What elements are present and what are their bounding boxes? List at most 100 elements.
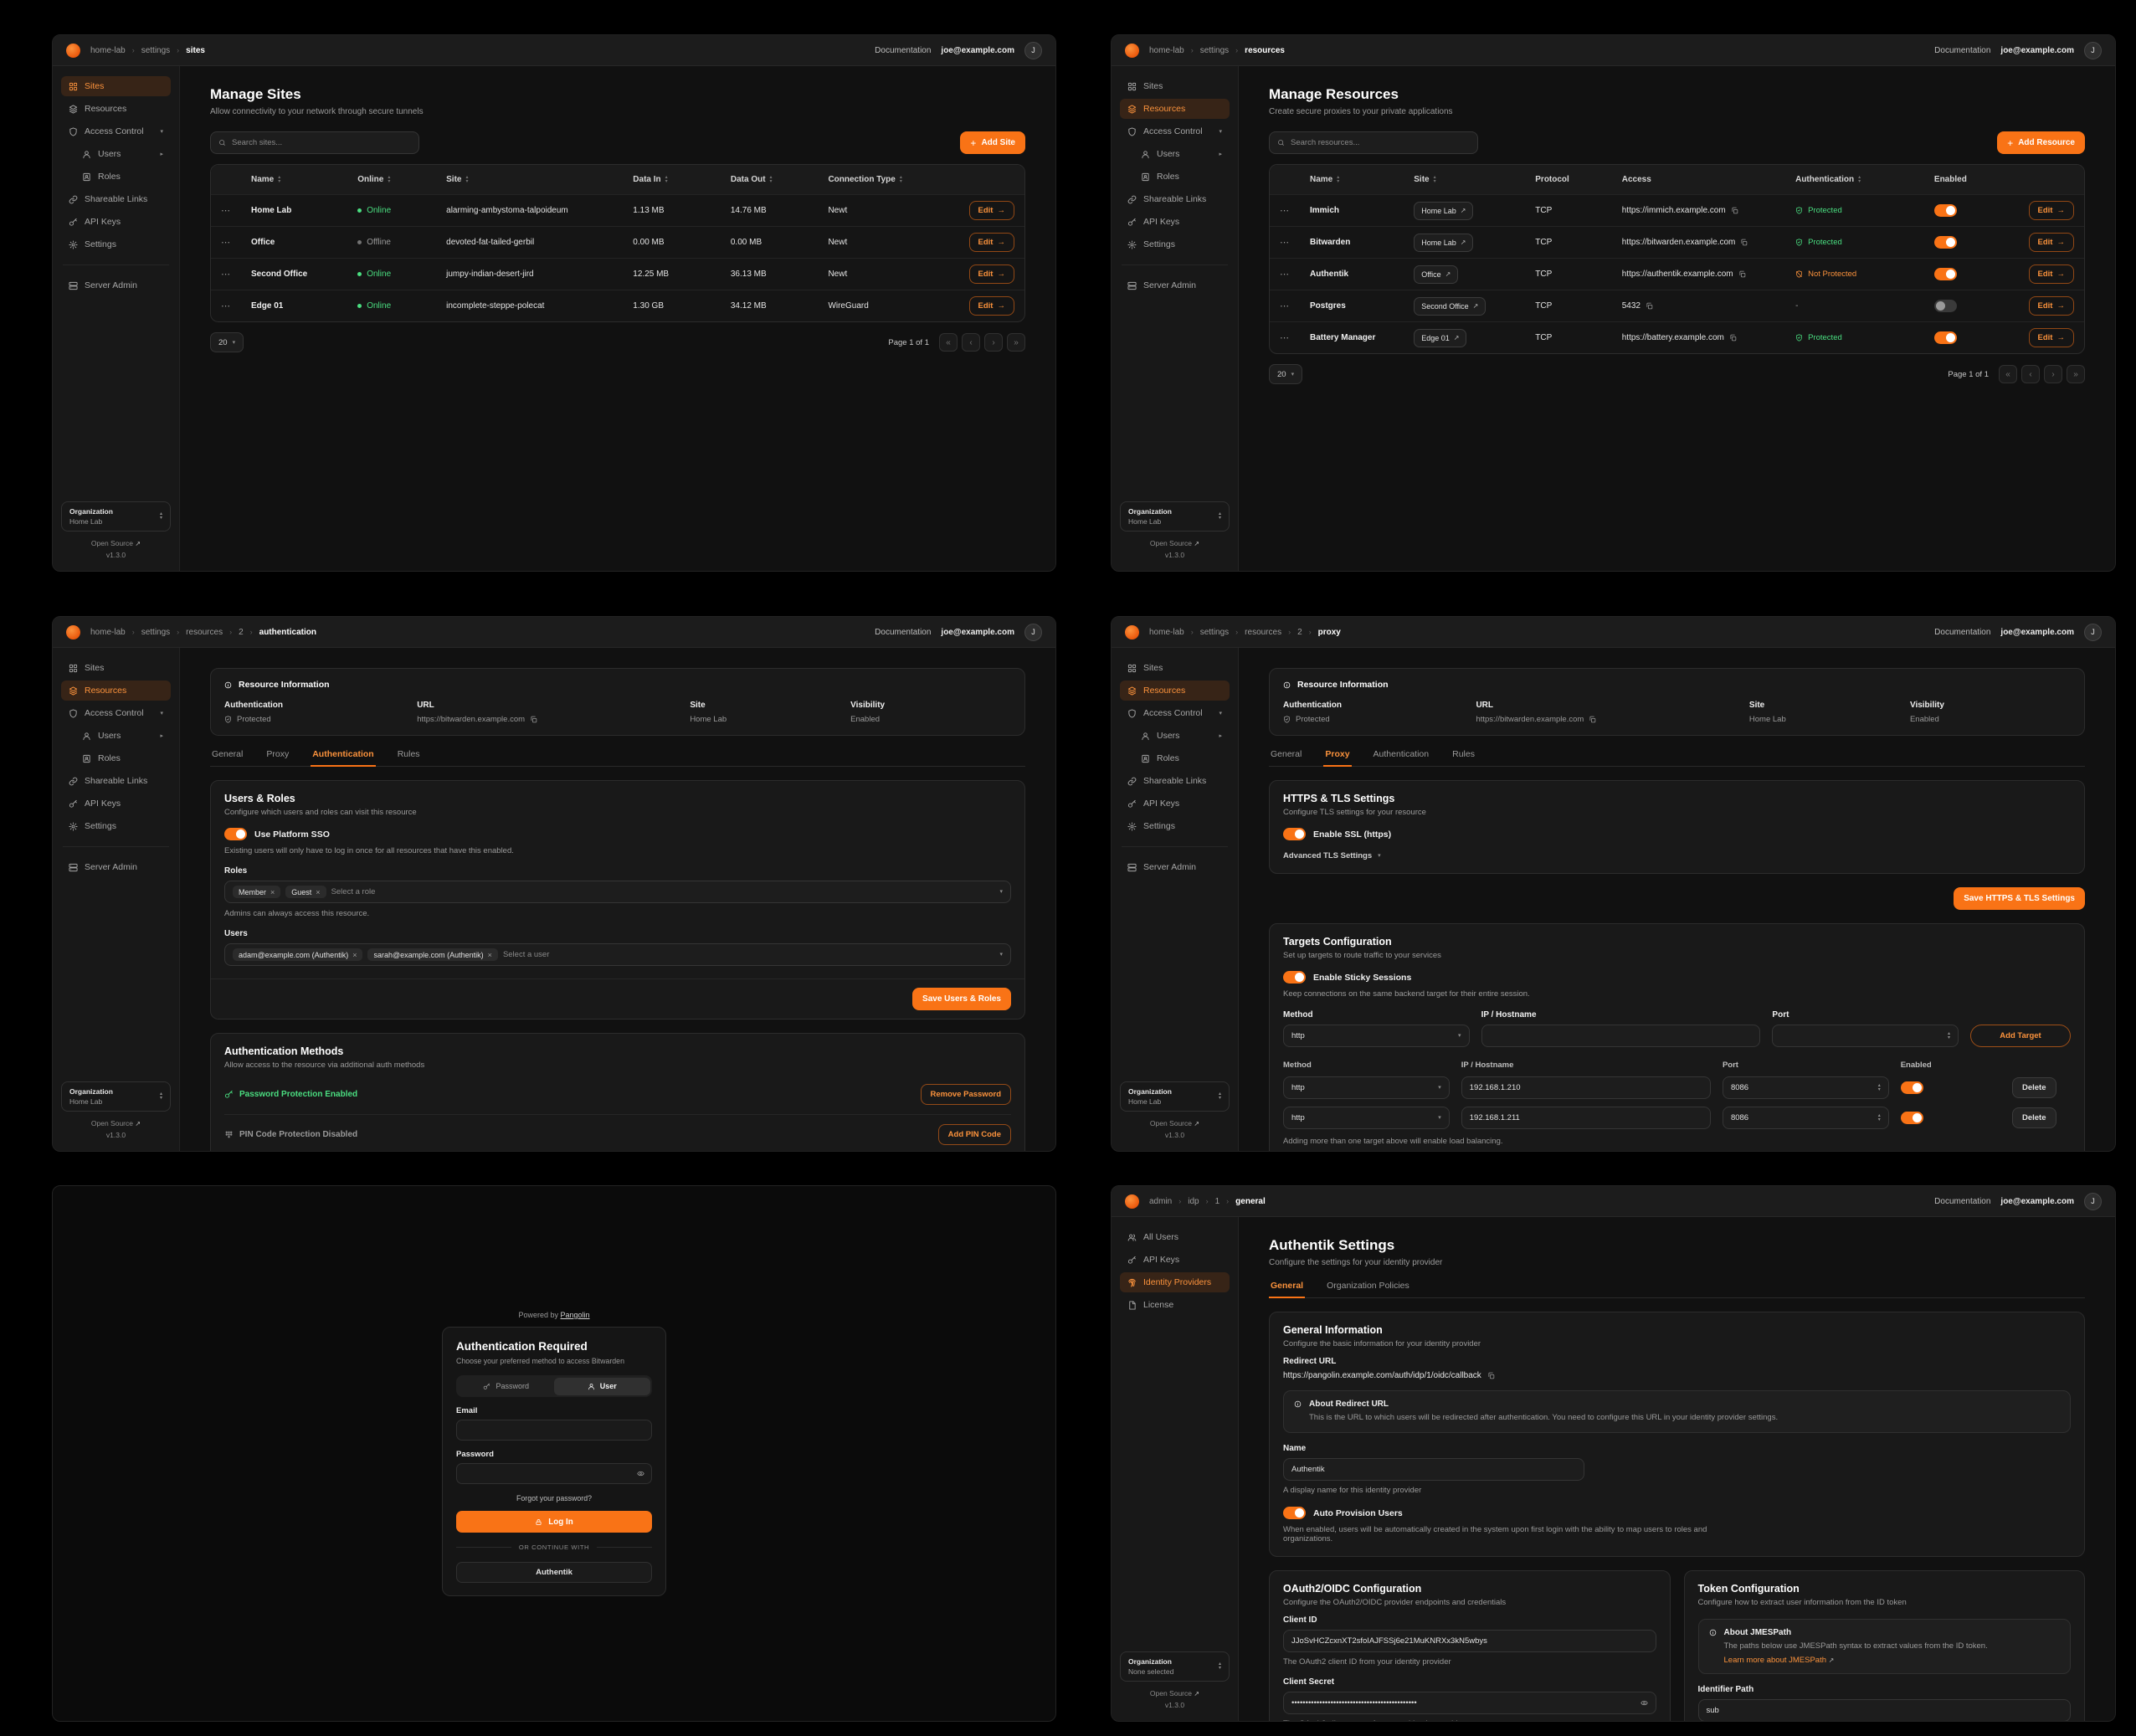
first-page-button[interactable]: «	[939, 333, 958, 352]
port-input[interactable]	[1780, 1031, 1943, 1040]
sidebar-item-resources[interactable]: Resources	[1120, 99, 1230, 119]
tab-rules[interactable]: Rules	[1452, 749, 1475, 759]
copy-icon[interactable]	[530, 716, 537, 723]
row-menu-icon[interactable]: ⋯	[1280, 206, 1290, 216]
add-site-button[interactable]: + Add Site	[960, 131, 1025, 154]
sidebar-item-sites[interactable]: Sites	[61, 76, 171, 96]
tab-proxy[interactable]: Proxy	[1323, 749, 1352, 767]
copy-icon[interactable]	[1729, 334, 1737, 342]
tab-general[interactable]: General	[1269, 1281, 1306, 1298]
breadcrumb-settings[interactable]: settings	[1199, 45, 1230, 55]
search-sites-input[interactable]	[232, 138, 411, 147]
open-source-link[interactable]: Open Source ↗	[90, 1119, 141, 1127]
sidebar-item-server-admin[interactable]: Server Admin	[1120, 275, 1230, 295]
sidebar-item-settings[interactable]: Settings	[1120, 234, 1230, 254]
enable-ssl-toggle[interactable]	[1283, 828, 1306, 840]
tab-general[interactable]: General	[1271, 749, 1302, 759]
enabled-toggle[interactable]	[1933, 204, 1957, 217]
name-input[interactable]	[1291, 1465, 1576, 1475]
roles-select[interactable]: Member × Guest × Select a role ▾	[224, 881, 1011, 903]
tab-organization-policies[interactable]: Organization Policies	[1327, 1281, 1409, 1291]
sidebar-item-api-keys[interactable]: API Keys	[61, 794, 171, 814]
next-page-button[interactable]: ›	[2044, 365, 2062, 383]
add-resource-button[interactable]: + Add Resource	[1997, 131, 2085, 154]
target-enabled-toggle[interactable]	[1900, 1112, 1923, 1124]
authentik-login-button[interactable]: Authentik	[456, 1562, 652, 1583]
platform-sso-toggle[interactable]	[224, 828, 247, 840]
row-menu-icon[interactable]: ⋯	[221, 238, 231, 248]
delete-target-button[interactable]: Delete	[2011, 1107, 2056, 1128]
sidebar-item-access-control[interactable]: Access Control ▾	[1120, 703, 1230, 723]
tab-password[interactable]: Password	[459, 1378, 555, 1395]
forgot-password-link[interactable]: Forgot your password?	[516, 1494, 592, 1502]
sidebar-item-resources[interactable]: Resources	[61, 99, 171, 119]
eye-icon[interactable]	[637, 1470, 644, 1477]
tab-general[interactable]: General	[212, 749, 244, 759]
edit-button[interactable]: Edit →	[2028, 328, 2074, 347]
organization-selector[interactable]: Organization Home Lab ▴ ▾	[1120, 1081, 1230, 1112]
site-badge[interactable]: Second Office ↗	[1414, 296, 1486, 316]
sidebar-item-api-keys[interactable]: API Keys	[1120, 212, 1230, 232]
documentation-link[interactable]: Documentation	[875, 627, 932, 637]
remove-chip-icon[interactable]: ×	[352, 950, 357, 959]
site-badge[interactable]: Home Lab ↗	[1414, 233, 1474, 252]
sidebar-item-settings[interactable]: Settings	[61, 234, 171, 254]
sidebar-item-server-admin[interactable]: Server Admin	[61, 857, 171, 877]
avatar[interactable]: J	[2084, 1192, 2102, 1210]
edit-button[interactable]: Edit →	[968, 201, 1014, 220]
sidebar-item-users[interactable]: Users ▸	[74, 144, 171, 164]
add-target-button[interactable]: Add Target	[1970, 1025, 2071, 1047]
edit-button[interactable]: Edit →	[968, 296, 1014, 316]
breadcrumb-org[interactable]: home-lab	[90, 627, 126, 637]
account-email[interactable]: joe@example.com	[941, 45, 1014, 55]
sidebar-item-settings[interactable]: Settings	[1120, 816, 1230, 836]
documentation-link[interactable]: Documentation	[875, 45, 932, 55]
edit-button[interactable]: Edit →	[2028, 265, 2074, 284]
last-page-button[interactable]: »	[1007, 333, 1025, 352]
target-enabled-toggle[interactable]	[1900, 1081, 1923, 1094]
login-button[interactable]: Log In	[456, 1511, 652, 1533]
target-port-input[interactable]	[1730, 1113, 1873, 1122]
row-menu-icon[interactable]: ⋯	[221, 270, 231, 280]
sidebar-item-users[interactable]: Users ▸	[74, 726, 171, 746]
sidebar-item-access-control[interactable]: Access Control ▾	[61, 121, 171, 141]
documentation-link[interactable]: Documentation	[1934, 1196, 1991, 1206]
row-menu-icon[interactable]: ⋯	[1280, 238, 1290, 248]
col-site[interactable]: Site ▴ ▾	[1414, 174, 1436, 185]
target-method-select[interactable]: http ▾	[1283, 1107, 1450, 1129]
remove-chip-icon[interactable]: ×	[270, 887, 275, 896]
account-email[interactable]: joe@example.com	[2000, 45, 2074, 55]
edit-button[interactable]: Edit →	[968, 233, 1014, 252]
col-name[interactable]: Name ▴ ▾	[1310, 174, 1340, 185]
sidebar-item-api-keys[interactable]: API Keys	[1120, 1250, 1230, 1270]
enabled-toggle[interactable]	[1933, 300, 1957, 312]
pangolin-link[interactable]: Pangolin	[560, 1311, 590, 1319]
identifier-path-input[interactable]	[1706, 1705, 2062, 1715]
edit-button[interactable]: Edit →	[2028, 233, 2074, 252]
jmespath-link[interactable]: Learn more about JMESPath ↗	[1723, 1655, 1835, 1665]
tab-authentication[interactable]: Authentication	[1373, 749, 1430, 759]
stepper-icon[interactable]: ▴ ▾	[1877, 1082, 1881, 1092]
avatar[interactable]: J	[2084, 623, 2102, 641]
breadcrumb-admin[interactable]: admin	[1149, 1196, 1173, 1206]
avatar[interactable]: J	[1024, 41, 1042, 59]
avatar[interactable]: J	[2084, 41, 2102, 59]
sidebar-item-server-admin[interactable]: Server Admin	[1120, 857, 1230, 877]
password-input[interactable]	[464, 1469, 632, 1478]
sidebar-item-access-control[interactable]: Access Control ▾	[61, 703, 171, 723]
sidebar-item-shareable-links[interactable]: Shareable Links	[61, 189, 171, 209]
target-port-input[interactable]	[1730, 1083, 1873, 1092]
breadcrumb-resources[interactable]: resources	[1245, 627, 1282, 637]
documentation-link[interactable]: Documentation	[1934, 45, 1991, 55]
enabled-toggle[interactable]	[1933, 236, 1957, 249]
breadcrumb-resource-id[interactable]: 2	[239, 627, 244, 637]
breadcrumb-resource-id[interactable]: 2	[1297, 627, 1302, 637]
sidebar-item-resources[interactable]: Resources	[1120, 681, 1230, 701]
sticky-sessions-toggle[interactable]	[1283, 971, 1306, 984]
row-menu-icon[interactable]: ⋯	[1280, 270, 1290, 280]
col-online[interactable]: Online ▴ ▾	[357, 174, 391, 185]
breadcrumb-idp-id[interactable]: 1	[1214, 1196, 1220, 1206]
remove-chip-icon[interactable]: ×	[316, 887, 321, 896]
row-menu-icon[interactable]: ⋯	[1280, 333, 1290, 343]
sidebar-item-access-control[interactable]: Access Control ▾	[1120, 121, 1230, 141]
